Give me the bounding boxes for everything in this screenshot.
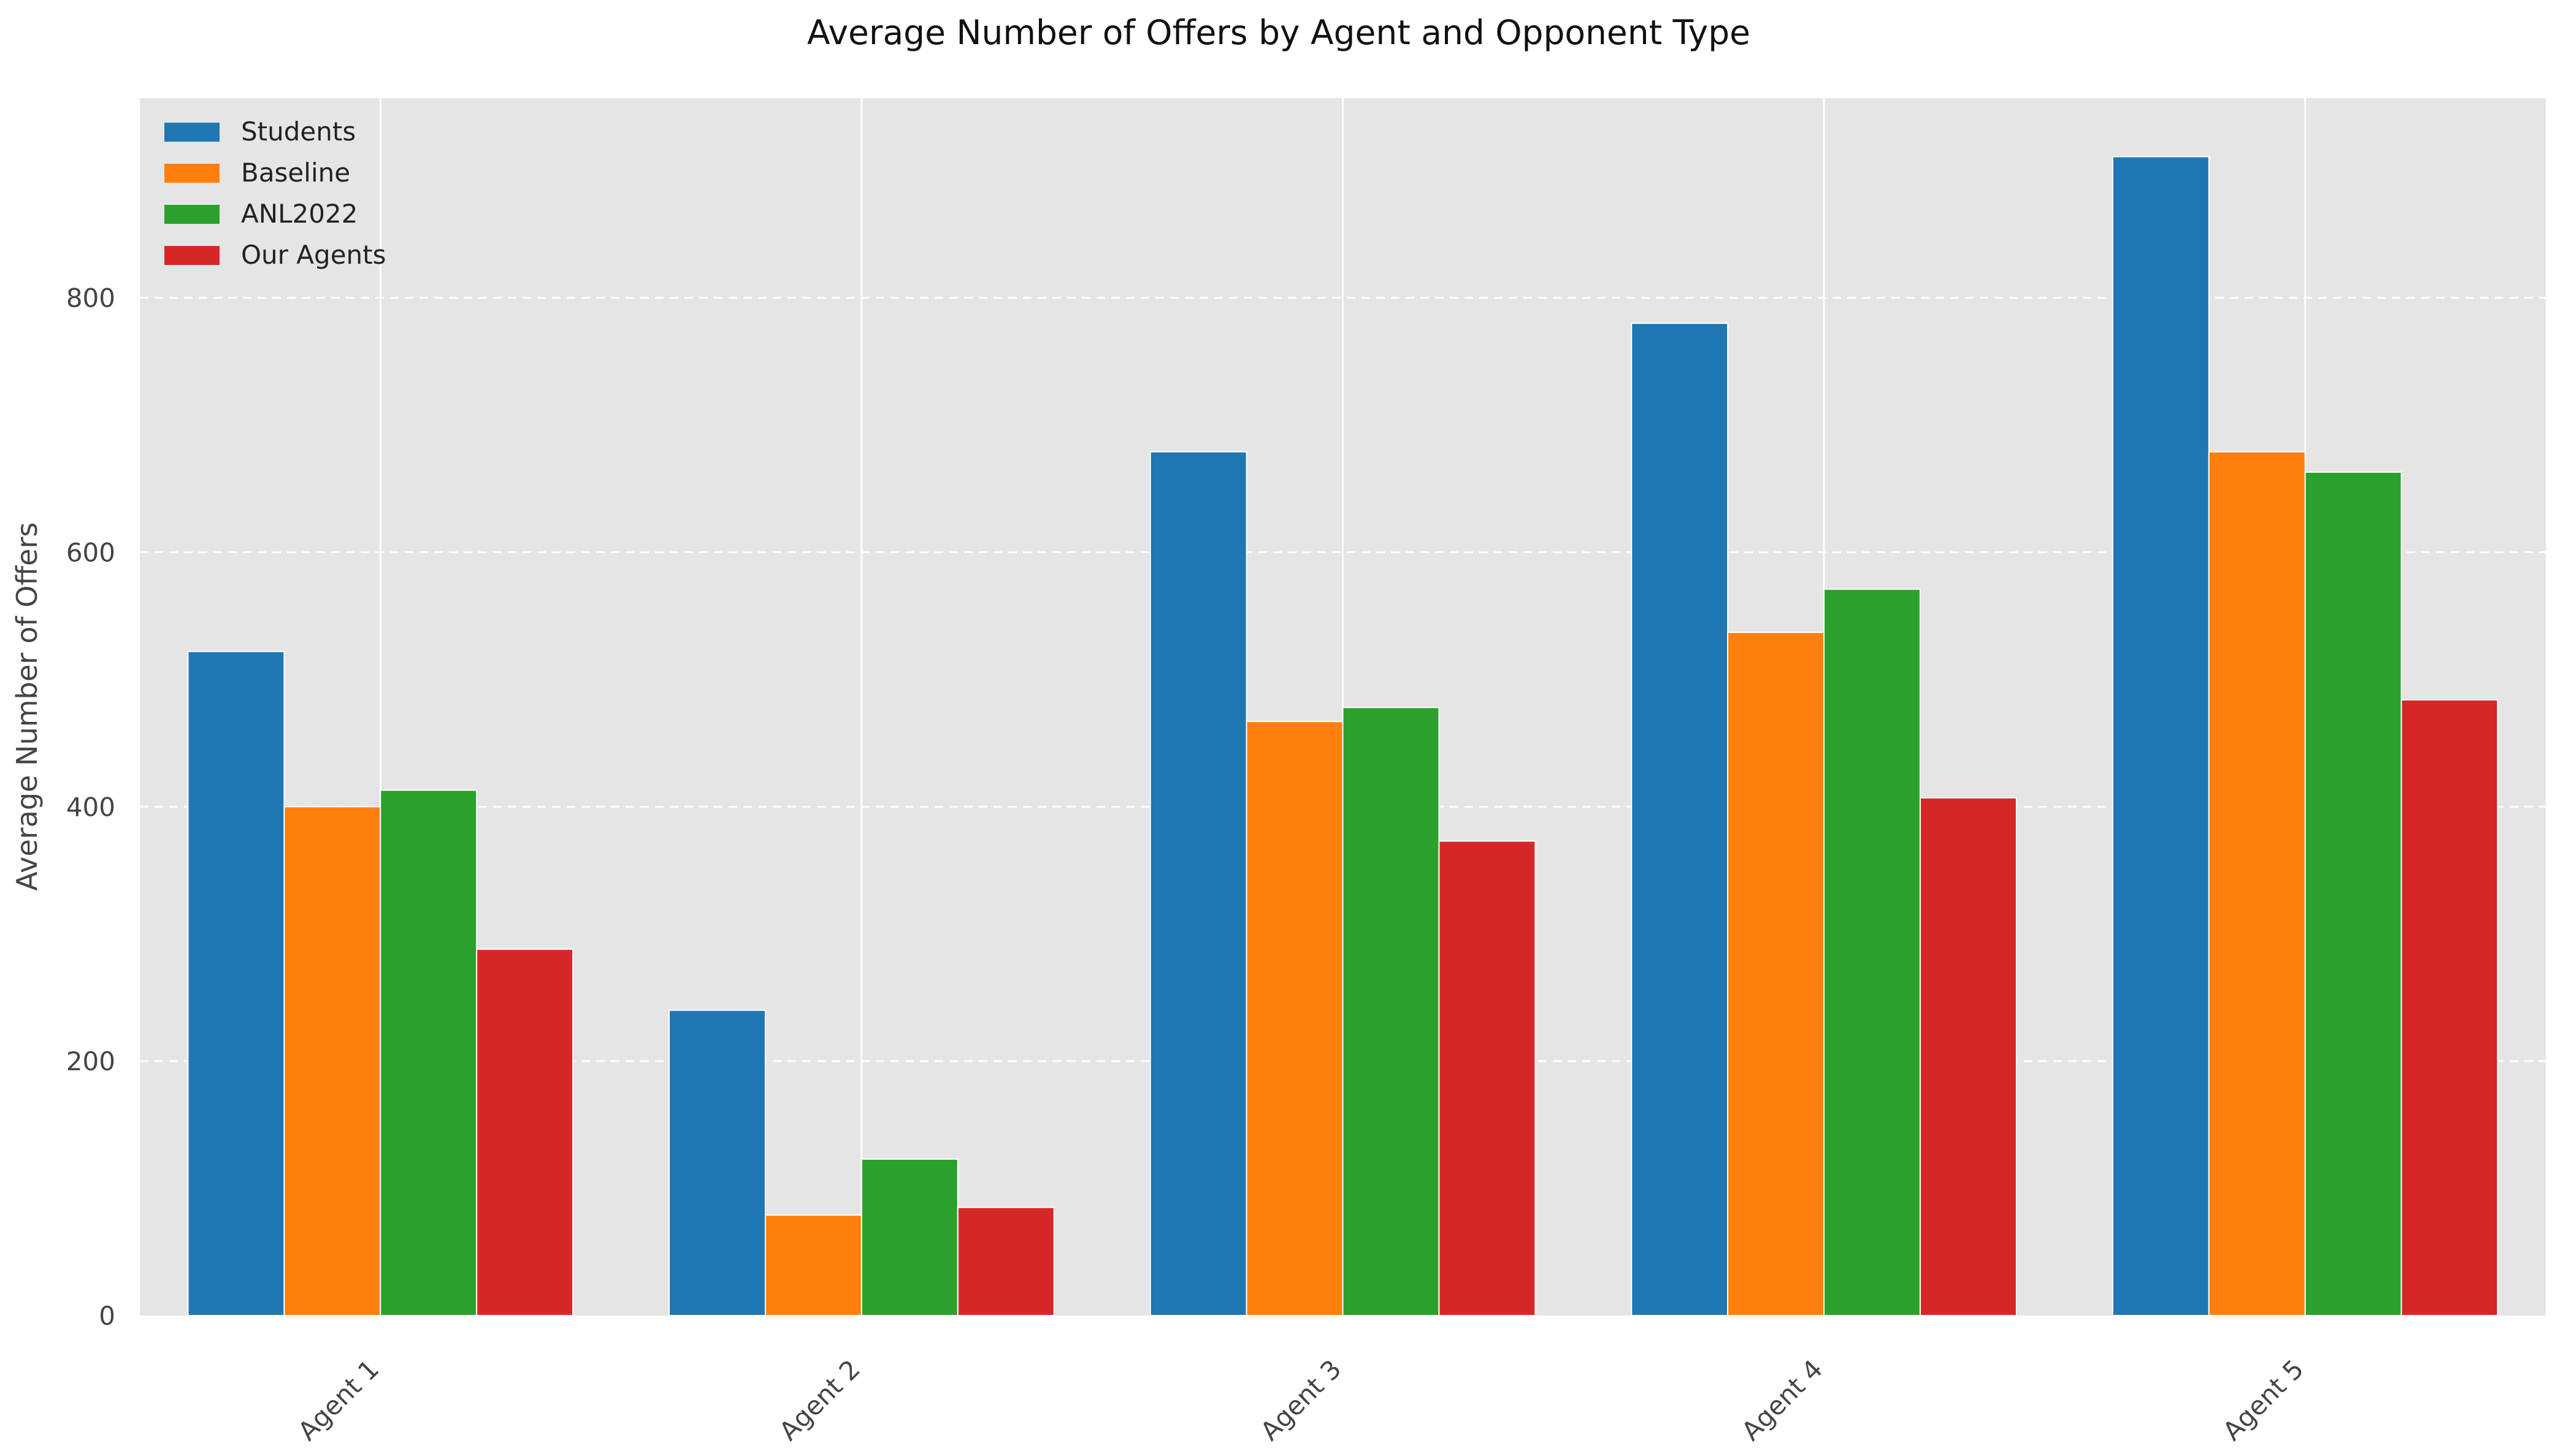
legend-swatch [164, 123, 220, 142]
x-tick-label: Agent 1 [292, 1354, 385, 1446]
bar [860, 1158, 959, 1317]
legend-swatch [164, 164, 220, 183]
y-tick-label: 0 [99, 1301, 115, 1331]
bar [187, 651, 285, 1316]
legend-swatch [164, 205, 220, 224]
legend-label: Students [241, 117, 356, 147]
bar [476, 948, 574, 1316]
x-tick-label: Agent 2 [773, 1354, 866, 1446]
bar [380, 789, 478, 1317]
x-axis-ticks: Agent 1 Agent 2 Agent 3 Agent 4 Agent 5 [292, 1354, 2309, 1446]
y-tick-label: 600 [66, 537, 115, 567]
bar [764, 1214, 862, 1316]
bar [2112, 156, 2210, 1317]
x-tick-label: Agent 3 [1255, 1354, 1347, 1446]
legend-swatch [164, 246, 220, 265]
legend: Students Baseline ANL2022 Our Agents [164, 117, 386, 270]
legend-label: ANL2022 [241, 199, 358, 229]
chart-title: Average Number of Offers by Agent and Op… [807, 13, 1750, 52]
bar [1920, 797, 2017, 1316]
y-tick-label: 400 [66, 792, 115, 822]
bar [2304, 471, 2402, 1316]
bar [283, 806, 381, 1317]
bar [1727, 632, 1825, 1316]
y-axis-title: Average Number of Offers [10, 523, 44, 891]
bar [1149, 451, 1247, 1316]
bar [957, 1206, 1055, 1317]
bar [1438, 840, 1536, 1316]
x-tick-label: Agent 5 [2217, 1354, 2310, 1446]
bar [668, 1010, 766, 1316]
y-tick-label: 800 [66, 283, 115, 313]
bar [2208, 451, 2306, 1316]
bar [1342, 707, 1440, 1316]
x-tick-label: Agent 4 [1736, 1354, 1828, 1446]
bar [1246, 721, 1344, 1316]
bars [187, 156, 2499, 1317]
bar [1631, 323, 1729, 1316]
bar [2400, 699, 2499, 1316]
legend-label: Our Agents [241, 240, 386, 270]
y-axis-ticks: 0 200 400 600 800 [66, 283, 115, 1331]
bar [1823, 588, 1921, 1316]
y-tick-label: 200 [66, 1046, 115, 1076]
legend-label: Baseline [241, 158, 350, 188]
